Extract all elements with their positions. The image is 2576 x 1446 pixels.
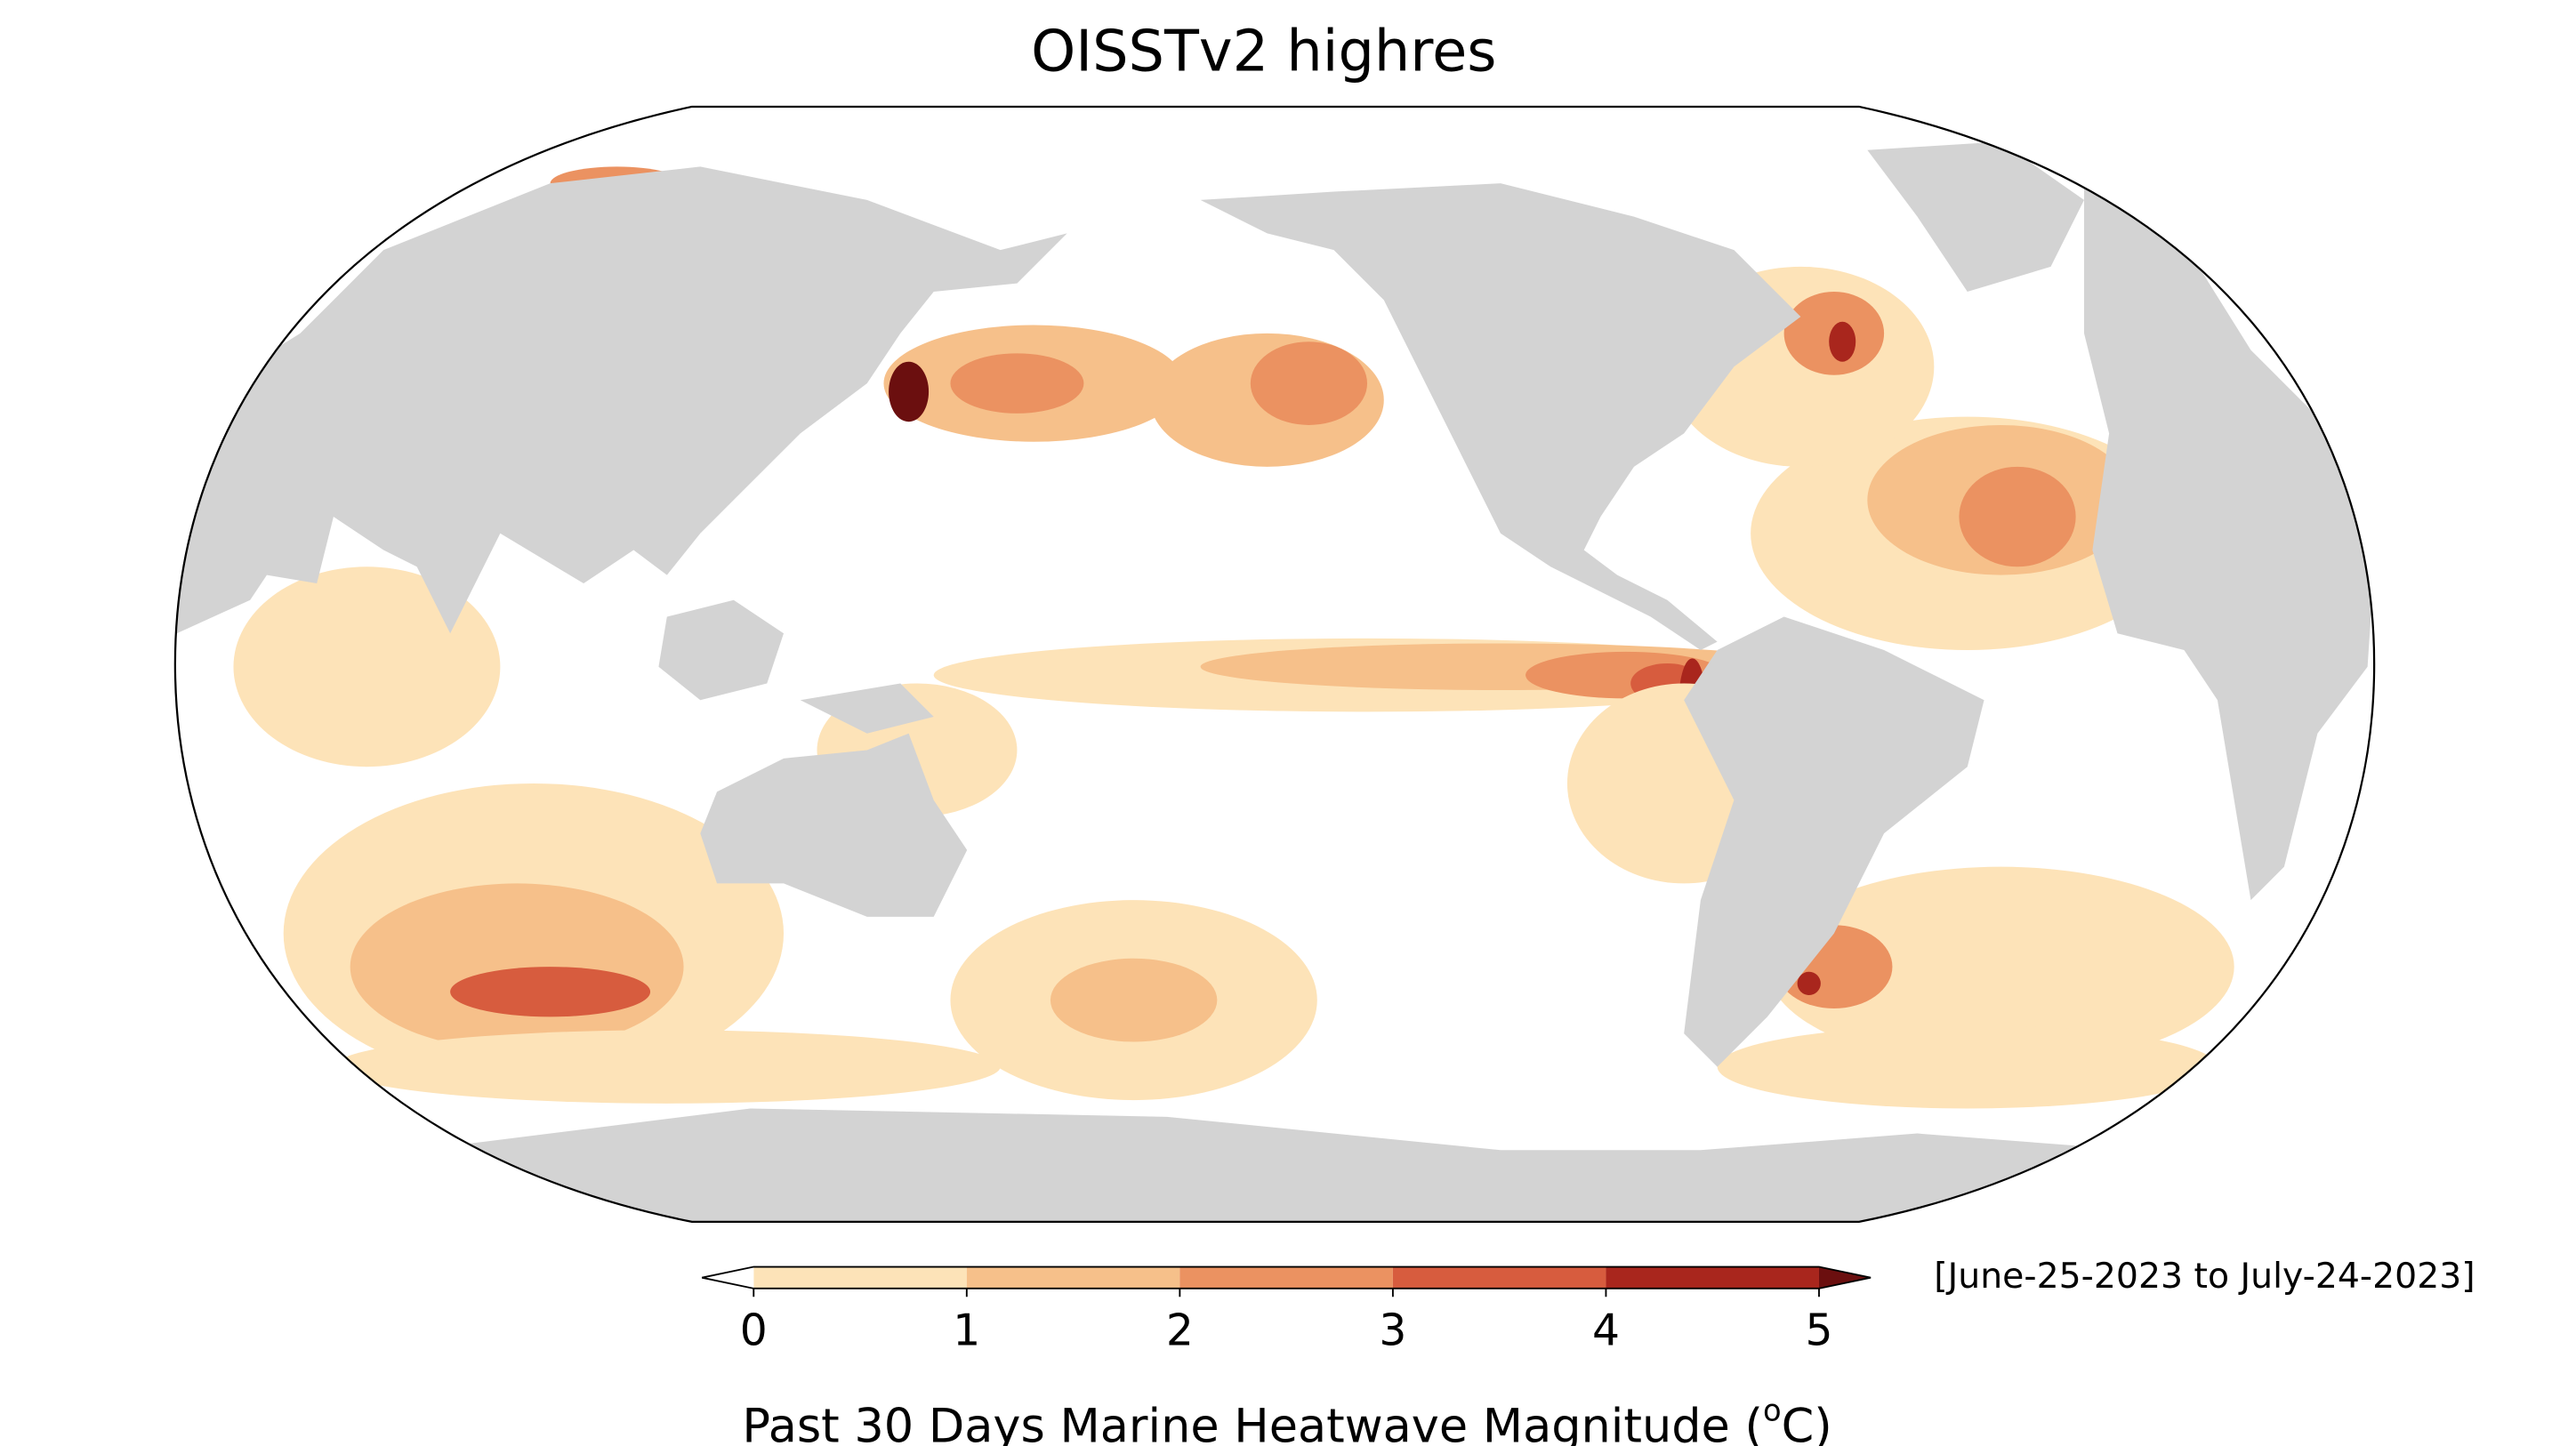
map-title: OISSTv2 highres bbox=[1031, 19, 1496, 84]
colorbar: 0 1 2 3 4 5 bbox=[701, 1265, 1872, 1355]
colorbar-tick-label: 4 bbox=[1592, 1305, 1620, 1355]
land bbox=[174, 141, 2375, 1222]
map-frame bbox=[173, 105, 2376, 1224]
date-range: [June-25-2023 to July-24-2023] bbox=[1934, 1256, 2475, 1297]
colorbar-tick-label: 0 bbox=[740, 1305, 768, 1355]
label-text: Past 30 Days Marine Heatwave Magnitude ( bbox=[742, 1399, 1763, 1446]
colorbar-tick-label: 5 bbox=[1805, 1305, 1832, 1355]
map bbox=[174, 106, 2375, 1222]
colorbar-bin bbox=[1179, 1266, 1393, 1289]
colorbar-tick-label: 1 bbox=[953, 1305, 980, 1355]
colorbar-tick-label: 3 bbox=[1379, 1305, 1406, 1355]
label-superscript: o bbox=[1763, 1393, 1782, 1427]
colorbar-under bbox=[702, 1266, 754, 1289]
colorbar-tick-label: 2 bbox=[1166, 1305, 1194, 1355]
label-unit: C) bbox=[1782, 1399, 1832, 1446]
colorbar-bin bbox=[1606, 1266, 1819, 1289]
colorbar-over bbox=[1818, 1266, 1872, 1289]
heatwave-shading bbox=[233, 166, 2234, 1109]
colorbar-bin bbox=[753, 1266, 967, 1289]
colorbar-bin bbox=[966, 1266, 1180, 1289]
colorbar-label: Past 30 Days Marine Heatwave Magnitude (… bbox=[742, 1393, 1831, 1446]
colorbar-bin bbox=[1392, 1266, 1606, 1289]
